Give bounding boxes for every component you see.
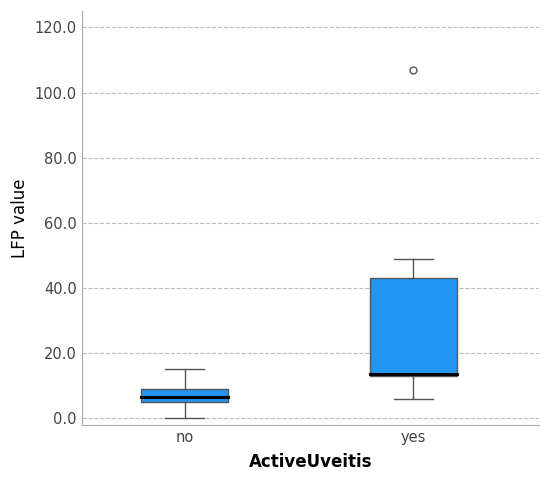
FancyBboxPatch shape [370, 278, 456, 376]
Y-axis label: LFP value: LFP value [11, 178, 29, 258]
X-axis label: ActiveUveitis: ActiveUveitis [249, 453, 372, 471]
FancyBboxPatch shape [141, 389, 228, 402]
